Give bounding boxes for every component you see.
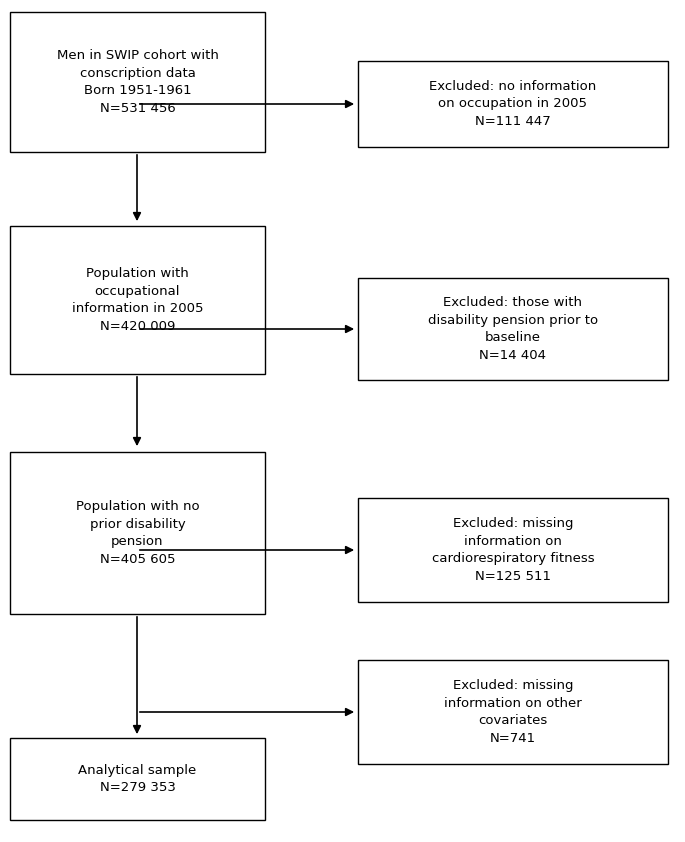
Bar [358,61,668,147]
Bar [358,660,668,764]
Bar [10,738,265,820]
Text: Excluded: no information
on occupation in 2005
N=111 447: Excluded: no information on occupation i… [429,80,597,128]
Bar [10,226,265,374]
Text: Excluded: missing
information on other
covariates
N=741: Excluded: missing information on other c… [444,679,582,745]
Text: Excluded: missing
information on
cardiorespiratory fitness
N=125 511: Excluded: missing information on cardior… [432,517,595,583]
Text: Men in SWIP cohort with
conscription data
Born 1951-1961
N=531 456: Men in SWIP cohort with conscription dat… [57,49,219,115]
Bar [358,498,668,602]
Bar [10,12,265,152]
Text: Population with no
prior disability
pension
N=405 605: Population with no prior disability pens… [75,500,199,566]
Text: Population with
occupational
information in 2005
N=420 009: Population with occupational information… [72,267,203,333]
Bar [10,452,265,614]
Text: Analytical sample
N=279 353: Analytical sample N=279 353 [78,764,197,794]
Text: Excluded: those with
disability pension prior to
baseline
N=14 404: Excluded: those with disability pension … [428,296,598,362]
Bar [358,278,668,380]
